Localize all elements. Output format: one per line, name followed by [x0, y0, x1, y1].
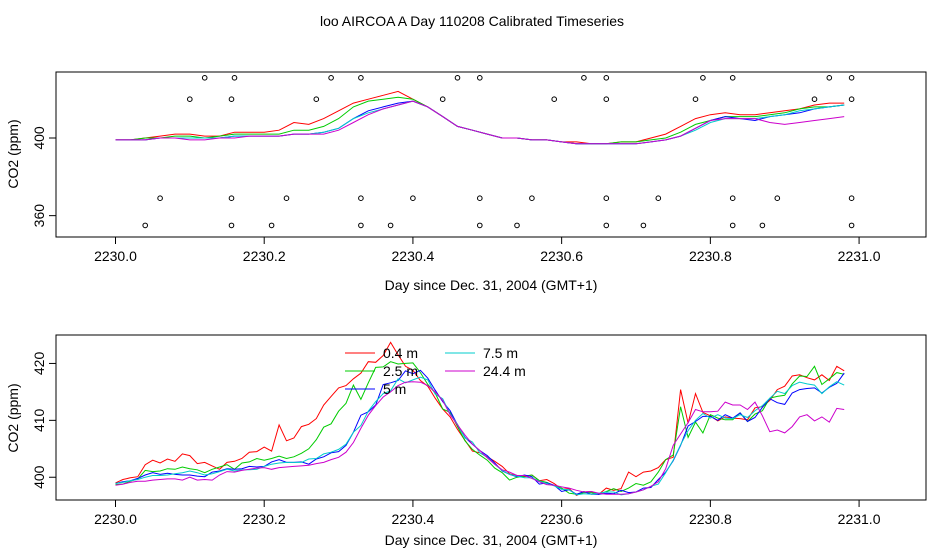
top-marker-point [387, 222, 394, 229]
legend-label: 7.5 m [483, 345, 518, 361]
top-x-tick-label: 2230.0 [94, 248, 137, 264]
top-marker-point [603, 96, 610, 102]
top-marker-point [729, 222, 736, 229]
top-series-group [115, 90, 845, 145]
top-panel: 2230.0 2230.2 2230.4 2230.6 2230.8 2231.0 360… [5, 71, 927, 293]
top-series-line-4 [115, 100, 845, 145]
top-marker-point [848, 222, 855, 229]
bottom-panel: 2230.0 2230.2 2230.4 2230.6 2230.8 2231.0 400… [5, 334, 927, 548]
top-marker-point [454, 75, 461, 81]
top-markers-group [142, 75, 855, 229]
bottom-series-group [115, 341, 845, 496]
bottom-x-tick-label: 2230.6 [540, 511, 583, 527]
bottom-x-tick-label: 2230.4 [392, 511, 435, 527]
top-marker-point [358, 222, 364, 229]
top-marker-point [655, 195, 662, 201]
legend-label: 0.4 m [383, 345, 418, 361]
top-marker-point [640, 222, 647, 229]
bottom-x-tick-label: 2230.0 [94, 511, 137, 527]
top-marker-point [581, 75, 587, 81]
top-marker-point [603, 195, 610, 201]
top-marker-point [848, 96, 855, 102]
top-marker-point [477, 75, 483, 81]
top-marker-point [774, 195, 781, 201]
top-marker-point [187, 96, 193, 102]
top-marker-point [848, 195, 855, 201]
bottom-x-tick-label: 2231.0 [838, 511, 881, 527]
bottom-y-tick-label: 400 [31, 465, 47, 489]
top-marker-point [551, 96, 558, 102]
top-marker-point [477, 195, 483, 201]
top-plot-frame [55, 71, 927, 238]
top-marker-point [228, 195, 235, 201]
top-x-axis: 2230.0 2230.2 2230.4 2230.6 2230.8 2231.0 [94, 237, 881, 264]
top-marker-point [603, 222, 610, 229]
top-marker-point [157, 195, 163, 201]
top-series-line-3 [115, 100, 845, 145]
legend-label: 24.4 m [483, 363, 526, 379]
bottom-x-tick-label: 2230.8 [689, 511, 732, 527]
top-marker-point [268, 222, 275, 229]
legend-label: 5 m [383, 381, 406, 397]
bottom-y-tick-label: 420 [31, 352, 47, 376]
top-marker-point [328, 75, 334, 81]
top-marker-point [283, 195, 290, 201]
top-x-tick-label: 2231.0 [838, 248, 881, 264]
top-marker-point [514, 222, 520, 229]
bottom-x-axis: 2230.0 2230.2 2230.4 2230.6 2230.8 2231.0 [94, 500, 881, 527]
bottom-series-line-2-5-m [115, 361, 845, 495]
top-x-axis-label: Day since Dec. 31, 2004 (GMT+1) [385, 277, 598, 293]
top-marker-point [231, 75, 238, 81]
top-marker-point [759, 222, 766, 229]
top-marker-point [692, 96, 699, 102]
top-marker-point [228, 96, 235, 102]
top-marker-point [410, 195, 416, 201]
top-marker-point [201, 75, 208, 81]
top-marker-point [228, 222, 235, 229]
bottom-plot-frame [55, 334, 927, 501]
top-y-axis: 360 400 [31, 126, 56, 227]
top-marker-point [313, 96, 320, 102]
bottom-series-line-7-5-m [115, 376, 845, 496]
bottom-series-line-5-m [115, 369, 845, 495]
top-y-tick-label: 360 [31, 204, 47, 228]
top-x-tick-label: 2230.8 [689, 248, 732, 264]
top-marker-point [826, 75, 833, 81]
top-marker-point [529, 195, 535, 201]
top-y-tick-label: 400 [31, 126, 47, 150]
legend-label: 2.5 m [383, 363, 418, 379]
top-x-tick-label: 2230.2 [243, 248, 286, 264]
bottom-y-axis: 400 410 420 [31, 352, 56, 489]
top-marker-point [358, 75, 364, 81]
top-marker-point [477, 222, 483, 229]
top-marker-point [439, 96, 446, 102]
bottom-x-axis-label: Day since Dec. 31, 2004 (GMT+1) [385, 532, 598, 548]
chart-title: loo AIRCOA A Day 110208 Calibrated Times… [320, 13, 624, 29]
top-marker-point [700, 75, 706, 81]
top-marker-point [811, 96, 818, 102]
bottom-y-axis-label: CO2 (ppm) [5, 383, 21, 452]
top-marker-point [142, 222, 148, 229]
top-marker-point [358, 195, 364, 201]
top-y-axis-label: CO2 (ppm) [5, 119, 21, 188]
top-marker-point [729, 195, 736, 201]
top-x-tick-label: 2230.6 [540, 248, 583, 264]
bottom-legend: 0.4 m 2.5 m 5 m 7.5 m 24.4 m [345, 345, 526, 397]
top-marker-point [848, 75, 855, 81]
bottom-y-tick-label: 410 [31, 408, 47, 432]
top-series-line-1 [115, 96, 845, 145]
top-marker-point [603, 75, 610, 81]
bottom-x-tick-label: 2230.2 [243, 511, 286, 527]
top-x-tick-label: 2230.4 [392, 248, 435, 264]
bottom-series-line-24-4-m [115, 381, 845, 495]
top-marker-point [729, 75, 736, 81]
